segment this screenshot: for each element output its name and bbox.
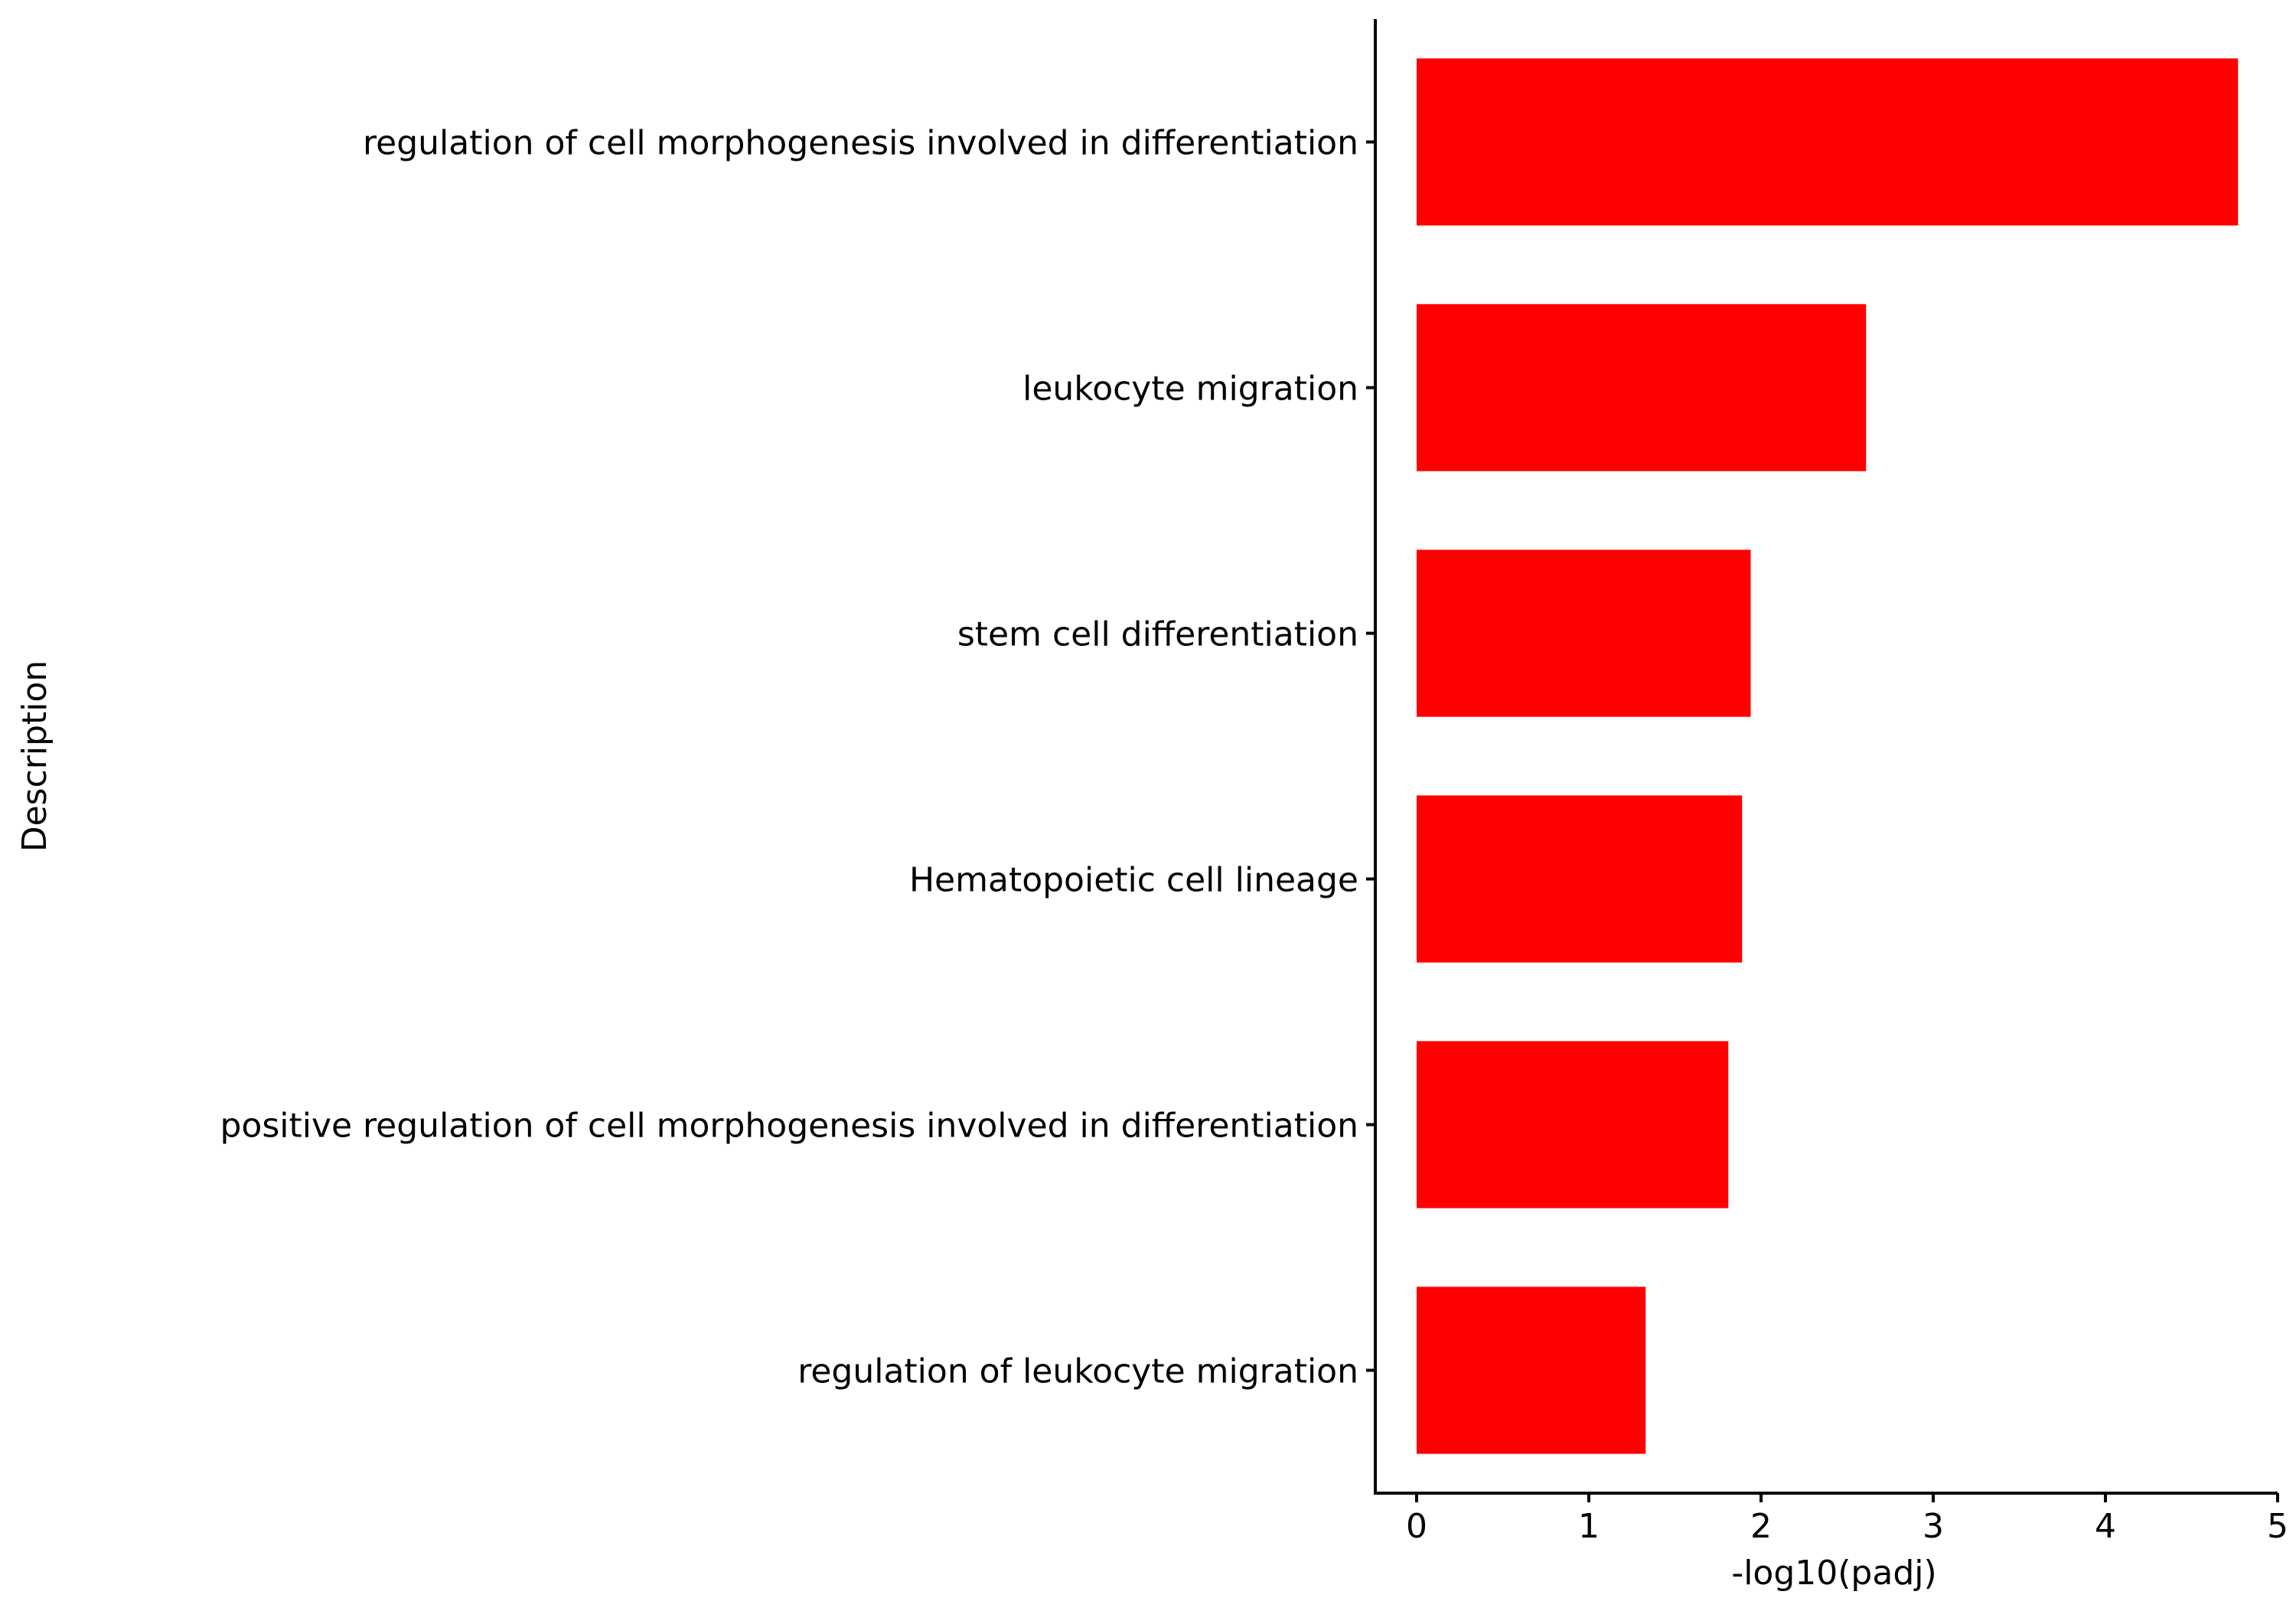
bar <box>1417 58 2239 226</box>
y-tick-label: regulation of leukocyte migration <box>797 1352 1358 1391</box>
x-tick-label: 0 <box>1406 1507 1427 1546</box>
bar <box>1417 795 1743 963</box>
bar <box>1417 1287 1646 1454</box>
bar <box>1417 550 1751 717</box>
y-tick-label: Hematopoietic cell lineage <box>909 861 1358 900</box>
bars-layer <box>1417 58 2239 1454</box>
y-tick-label: stem cell differentiation <box>957 615 1358 654</box>
x-tick-label: 2 <box>1750 1507 1772 1546</box>
y-tick-label: leukocyte migration <box>1022 370 1358 409</box>
bar <box>1417 1041 1729 1208</box>
bar <box>1417 304 1867 471</box>
x-tick-label: 4 <box>2095 1507 2116 1546</box>
y-tick-label: regulation of cell morphogenesis involve… <box>363 124 1358 163</box>
x-tick-label: 5 <box>2267 1507 2288 1546</box>
x-axis-label: -log10(padj) <box>1731 1554 1936 1593</box>
y-axis-label: Description <box>15 660 54 853</box>
x-tick-label: 1 <box>1578 1507 1600 1546</box>
y-axis: regulation of cell morphogenesis involve… <box>220 19 1377 1493</box>
y-tick-label: positive regulation of cell morphogenesi… <box>220 1107 1358 1146</box>
x-tick-label: 3 <box>1923 1507 1944 1546</box>
x-axis: 0 1 2 3 4 5 <box>1374 1492 2288 1546</box>
